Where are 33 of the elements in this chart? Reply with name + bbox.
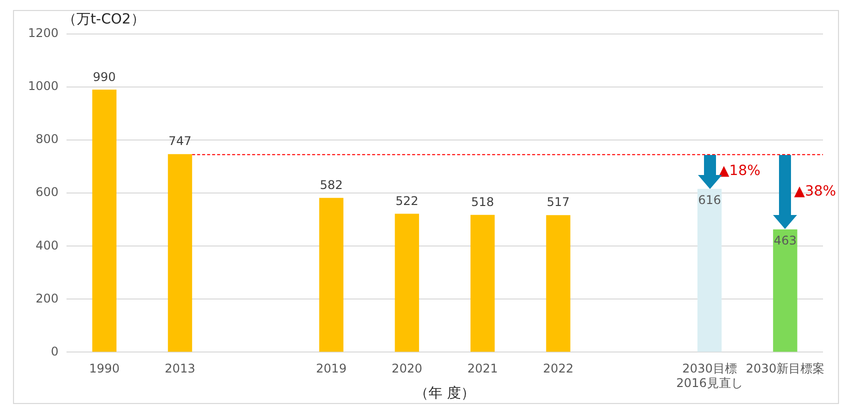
y-tick-label: 800 (36, 132, 59, 146)
x-tick-label: 2020 (392, 362, 422, 376)
y-tick-label: 200 (36, 291, 59, 306)
x-tick-label: 1990 (89, 362, 120, 376)
annotation: ▲38% (794, 183, 836, 200)
y-tick-label: 1200 (28, 26, 59, 40)
data-label: 747 (168, 134, 192, 148)
data-label: 522 (395, 194, 418, 208)
data-label: 463 (774, 234, 797, 248)
y-tick-label: 600 (36, 185, 59, 200)
x-axis-title: （年 度） (414, 386, 475, 402)
bar (92, 90, 116, 352)
y-tick-label: 1000 (28, 79, 59, 94)
y-tick-label: 400 (36, 238, 59, 252)
y-tick-label: 0 (50, 344, 59, 358)
data-label: 518 (471, 194, 494, 209)
x-tick-label: 2030新目標案 (746, 362, 824, 376)
bar (394, 214, 420, 352)
x-tick-label: 2019 (316, 362, 347, 376)
bar (168, 154, 192, 352)
bar (319, 198, 344, 352)
data-label: 517 (546, 195, 570, 210)
data-label: 616 (698, 192, 721, 207)
bar (470, 214, 495, 352)
x-tick-label: 2022 (542, 362, 574, 376)
annotation: ▲18% (718, 163, 760, 180)
bar (546, 215, 570, 352)
data-label: 990 (92, 70, 116, 84)
x-tick-label: 2013 (164, 362, 196, 376)
y-axis-title: （万t-CO2） (62, 12, 145, 28)
x-tick-label: 2030目標 2016見直し (676, 362, 743, 390)
data-label: 582 (320, 178, 343, 192)
x-tick-label: 2021 (467, 362, 498, 376)
